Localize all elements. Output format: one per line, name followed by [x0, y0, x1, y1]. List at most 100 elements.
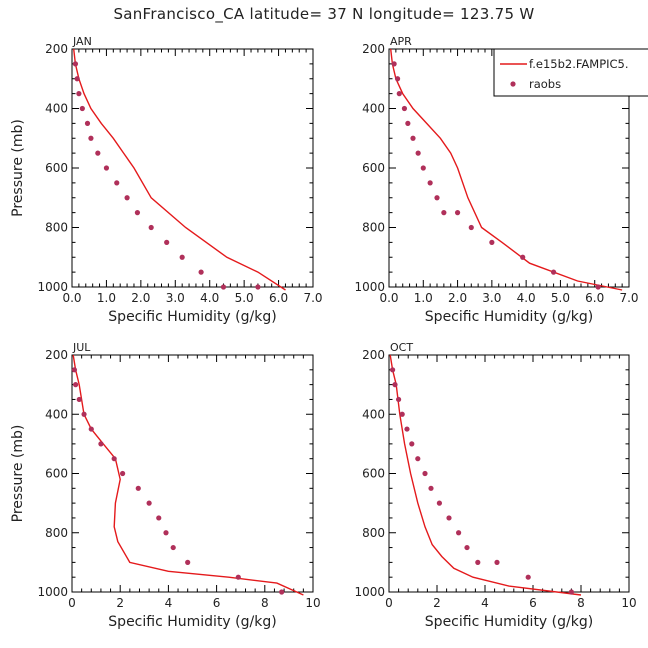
- raobs-point: [148, 224, 154, 231]
- raobs-point: [392, 382, 398, 388]
- panel-jan: 0.0 1.0 2.0 3.0 4.0 5.0 6.0 7.0 200 400 600 800 1000…: [10, 35, 323, 325]
- x-tick-label: 5.0: [551, 291, 570, 305]
- raobs-point: [185, 559, 191, 565]
- raobs-point: [595, 284, 601, 290]
- y-tick-label: 600: [45, 467, 68, 481]
- x-tick-label: 2.0: [131, 291, 150, 305]
- x-tick-label: 8: [261, 596, 269, 610]
- x-tick-label: 6.0: [585, 291, 604, 305]
- legend: f.e15b2.FAMPIC5. raobs: [493, 48, 648, 97]
- raobs-point: [95, 150, 101, 156]
- raobs-point: [76, 396, 82, 403]
- raobs-point: [72, 61, 79, 67]
- raobs-point: [135, 485, 141, 491]
- y-tick-label: 400: [362, 407, 385, 421]
- raobs-point: [111, 456, 117, 462]
- y-tick-label: 200: [362, 348, 385, 362]
- raobs-point: [220, 284, 227, 290]
- raobs-point: [163, 530, 169, 536]
- x-tick-label: 10: [305, 596, 320, 610]
- raobs-point: [114, 180, 120, 186]
- y-tick-label: 1000: [354, 280, 385, 294]
- raobs-point: [415, 150, 421, 156]
- panel-label: APR: [390, 35, 412, 48]
- raobs-point: [156, 515, 162, 521]
- raobs-point: [88, 426, 94, 432]
- raobs-point: [120, 470, 126, 477]
- x-tick-label: 6: [213, 596, 221, 610]
- x-tick-label: 4: [165, 596, 173, 610]
- raobs-point: [98, 441, 104, 447]
- x-tick-label: 0.0: [62, 291, 81, 305]
- panel-jul: 0 2 4 6 8 10 200 400 600 800 1000 JUL Specific Humid…: [10, 341, 321, 630]
- raobs-point: [396, 91, 402, 97]
- raobs-point: [164, 239, 170, 245]
- raobs-point: [279, 589, 285, 595]
- raobs-point: [454, 210, 461, 216]
- raobs-point: [73, 382, 79, 388]
- raobs-point: [441, 210, 447, 216]
- panel-oct: 0 2 4 6 8 10 200 400 600 800 1000 OCT Specific Humid…: [354, 341, 636, 630]
- legend-box: [493, 48, 648, 97]
- raobs-point: [404, 426, 410, 432]
- x-tick-label: 8: [577, 596, 585, 610]
- panel-label: OCT: [390, 341, 413, 354]
- raobs-point: [525, 574, 531, 580]
- x-tick-label: 10: [621, 596, 636, 610]
- x-axis-label: Specific Humidity (g/kg): [425, 309, 593, 325]
- x-tick-label: 3.0: [166, 291, 185, 305]
- x-axis-label: Specific Humidity (g/kg): [425, 614, 593, 630]
- raobs-point: [399, 411, 405, 417]
- raobs-point: [79, 105, 85, 112]
- y-tick-label: 400: [45, 102, 68, 116]
- raobs-point: [84, 120, 91, 126]
- model-profile-line: [73, 48, 286, 291]
- raobs-point: [410, 135, 416, 141]
- panel-label: JUL: [72, 341, 91, 354]
- legend-raobs-label: raobs: [529, 77, 561, 91]
- x-axis-label: Specific Humidity (g/kg): [108, 614, 276, 630]
- raobs-point: [134, 210, 141, 216]
- y-tick-label: 800: [45, 526, 68, 540]
- page-title: SanFrancisco_CA latitude= 37 N longitude…: [113, 5, 535, 23]
- y-tick-label: 200: [362, 42, 385, 56]
- x-axis-label: Specific Humidity (g/kg): [108, 309, 276, 325]
- y-tick-label: 600: [362, 161, 385, 175]
- raobs-point: [390, 367, 396, 373]
- raobs-point: [422, 470, 428, 477]
- raobs-point: [489, 239, 495, 245]
- raobs-point: [401, 105, 408, 112]
- y-tick-label: 600: [362, 467, 385, 481]
- raobs-point: [568, 589, 575, 595]
- raobs-point: [103, 165, 110, 171]
- panel-apr: 0.0 1.0 2.0 3.0 4.0 5.0 6.0 7.0 200 400 600 800 1000…: [354, 35, 638, 325]
- model-profile-line: [389, 354, 582, 596]
- y-tick-label: 400: [362, 102, 385, 116]
- x-tick-label: 2.0: [448, 291, 467, 305]
- raobs-point: [124, 195, 130, 201]
- y-tick-label: 1000: [354, 585, 385, 599]
- y-tick-label: 200: [45, 348, 68, 362]
- raobs-point: [468, 224, 474, 231]
- raobs-point: [391, 61, 397, 67]
- raobs-point: [71, 367, 78, 373]
- raobs-point: [428, 485, 434, 491]
- x-tick-label: 6.0: [269, 291, 288, 305]
- y-tick-label: 600: [45, 161, 68, 175]
- raobs-point: [494, 559, 500, 565]
- panel-label: JAN: [72, 35, 92, 48]
- raobs-point: [81, 411, 87, 417]
- y-tick-label: 800: [362, 526, 385, 540]
- raobs-point: [170, 544, 176, 551]
- raobs-point: [420, 165, 426, 171]
- raobs-point: [434, 195, 440, 201]
- x-tick-label: 1.0: [97, 291, 116, 305]
- raobs-point: [550, 269, 557, 275]
- raobs-point: [464, 544, 470, 551]
- raobs-point: [396, 396, 402, 403]
- raobs-point: [475, 559, 481, 565]
- raobs-point: [446, 515, 452, 521]
- x-tick-label: 4.0: [517, 291, 536, 305]
- raobs-point: [394, 76, 401, 82]
- raobs-point: [409, 441, 415, 447]
